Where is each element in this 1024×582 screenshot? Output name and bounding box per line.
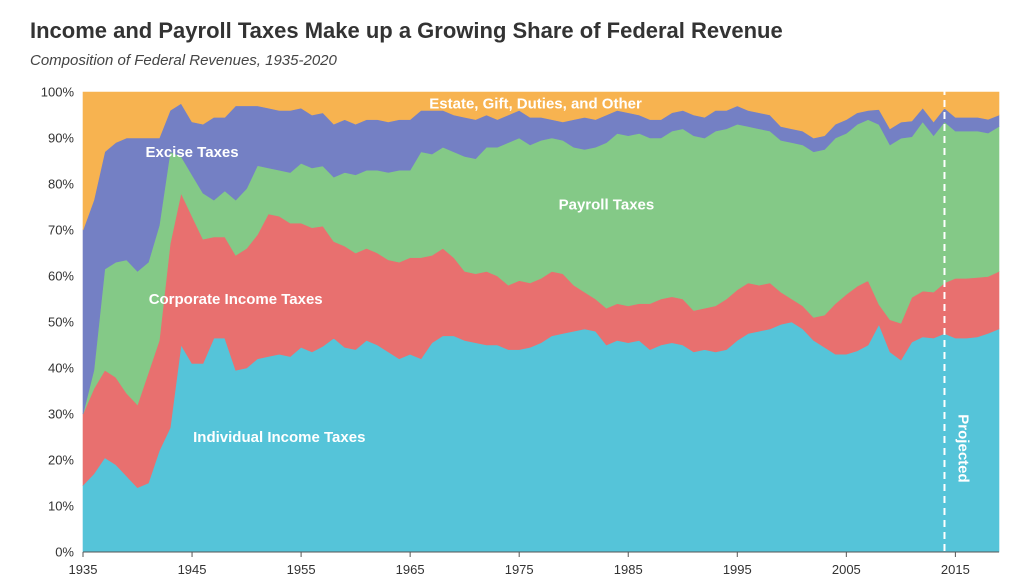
y-tick-label: 70% xyxy=(48,223,74,238)
y-tick-label: 100% xyxy=(41,85,75,100)
y-tick-label: 40% xyxy=(48,361,74,376)
x-tick-label: 1985 xyxy=(614,562,643,577)
x-tick-label: 1975 xyxy=(505,562,534,577)
y-tick-label: 20% xyxy=(48,453,74,468)
label-corporate-income-taxes: Corporate Income Taxes xyxy=(149,291,323,308)
label-individual-income-taxes: Individual Income Taxes xyxy=(193,429,365,446)
x-tick-label: 1955 xyxy=(287,562,316,577)
x-axis: 1935 1945 1955 1965 1975 1985 1995 2005 2015 xyxy=(69,551,999,577)
y-tick-label: 0% xyxy=(55,545,74,560)
y-tick-label: 30% xyxy=(48,407,74,422)
area-series-group xyxy=(82,91,1000,553)
x-tick-label: 2005 xyxy=(832,562,861,577)
x-tick-label: 1995 xyxy=(723,562,752,577)
y-tick-label: 10% xyxy=(48,499,74,514)
area-estate-gift-duties-and-other xyxy=(82,91,1000,231)
projected-label: Projected xyxy=(954,414,971,482)
x-tick-label: 1965 xyxy=(396,562,425,577)
series-labels: Individual Income Taxes Corporate Income … xyxy=(145,96,654,447)
label-estate-gift-duties-and-other: Estate, Gift, Duties, and Other xyxy=(429,96,642,113)
chart-title: Income and Payroll Taxes Make up a Growi… xyxy=(30,18,783,43)
x-tick-label: 2015 xyxy=(941,562,970,577)
y-axis: 0% 10% 20% 30% 40% 50% 60% 70% 80% 90% 100% xyxy=(41,85,75,560)
projected-marker: Projected xyxy=(943,88,971,552)
label-excise-taxes: Excise Taxes xyxy=(145,144,238,161)
x-tick-label: 1945 xyxy=(178,562,207,577)
y-tick-label: 80% xyxy=(48,177,74,192)
x-tick-label: 1935 xyxy=(69,562,98,577)
y-tick-label: 50% xyxy=(48,315,74,330)
chart-subtitle: Composition of Federal Revenues, 1935-20… xyxy=(30,52,337,69)
label-payroll-taxes: Payroll Taxes xyxy=(559,197,655,214)
y-tick-label: 60% xyxy=(48,269,74,284)
y-tick-label: 90% xyxy=(48,131,74,146)
